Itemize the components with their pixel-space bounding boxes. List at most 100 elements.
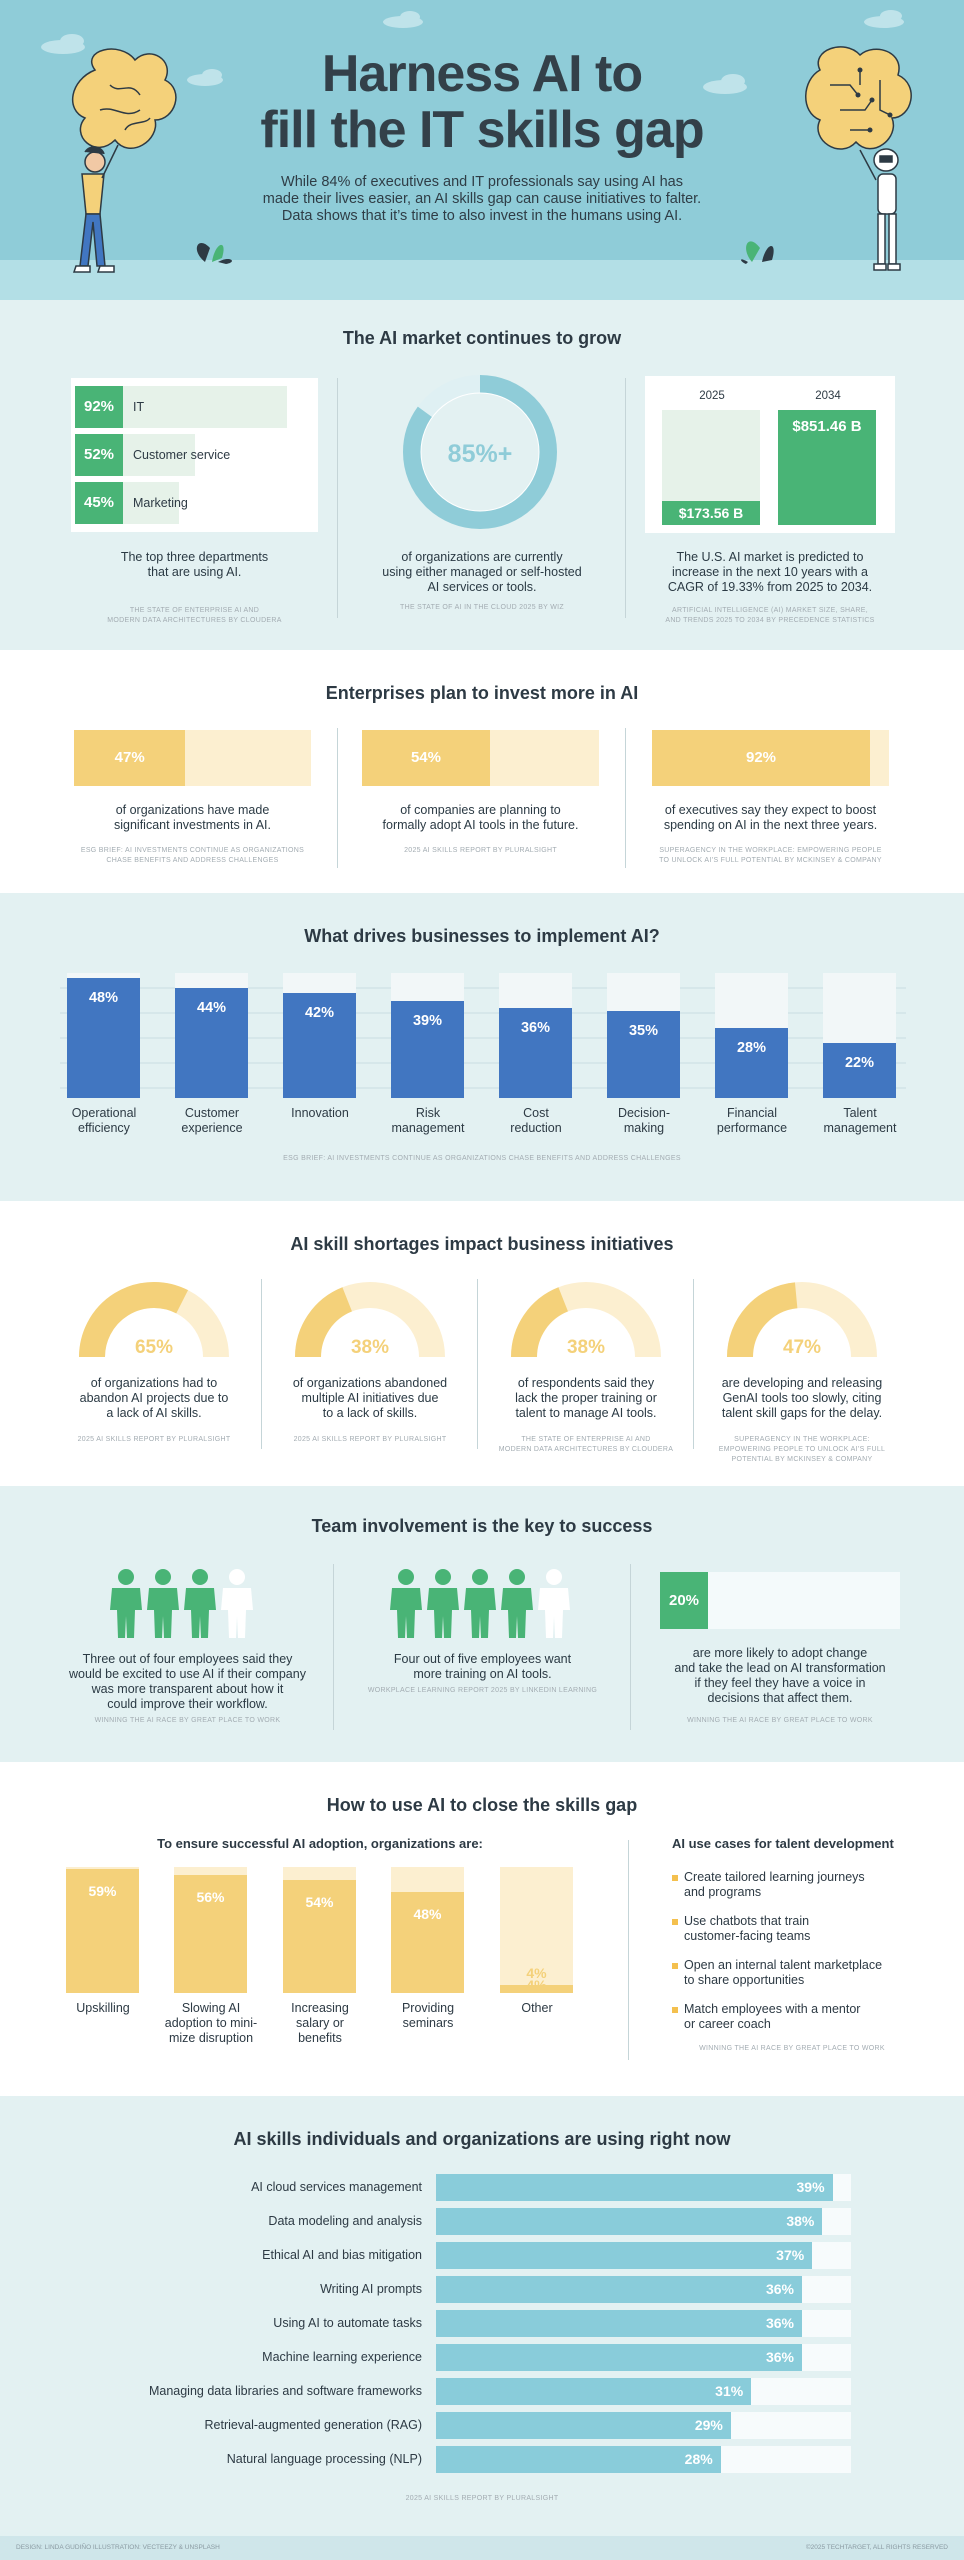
hero-header: Harness AI to fill the IT skills gap Whi… <box>0 0 964 300</box>
departments-card: 92% IT 52% Customer service 45% Marketing <box>71 378 318 532</box>
gauge-chart <box>79 1282 229 1358</box>
skill-label: Managing data libraries and software fra… <box>148 2384 422 2398</box>
usecase-item: Match employees with a mentor or career c… <box>672 2002 902 2032</box>
gauge-value: 65% <box>134 1337 174 1358</box>
chart-bar: 4% <box>500 1977 573 1993</box>
caption-line: of executives say they expect to boost <box>664 803 877 817</box>
label-line: Customer <box>184 1106 240 1120</box>
usecase-line: Create tailored learning journeys <box>684 1870 865 1884</box>
usecase-item: Open an internal talent marketplace to sh… <box>672 1958 902 1988</box>
skill-bar: 36% <box>436 2344 803 2371</box>
caption-line: The U.S. AI market is predicted to <box>676 550 864 564</box>
skill-bar: 36% <box>436 2276 803 2303</box>
caption-line: of organizations have made <box>115 803 270 817</box>
skill-label: Data modeling and analysis <box>268 2214 422 2228</box>
department-label: Customer service <box>133 448 231 462</box>
chart-category-label: Customer experience <box>167 1106 257 1136</box>
chart-bar: 56% <box>174 1875 247 1993</box>
donut-source: The state of AI in the cloud 2025 by Wiz <box>400 604 564 611</box>
usecase-item: Use chatbots that train customer-facing t… <box>672 1914 902 1944</box>
source-line: 2025 AI skills report by Pluralsight <box>293 1436 447 1443</box>
section-drivers: What drives businesses to implement AI? … <box>0 893 964 1201</box>
label-line: making <box>623 1121 665 1135</box>
page-title: Harness AI to fill the IT skills gap <box>0 46 964 158</box>
chart-column: 54% <box>283 1867 356 1993</box>
chart-column: 59% <box>66 1867 139 1993</box>
source-line: Superagency in the workplace: <box>734 1436 870 1443</box>
caption-line: of respondents said they <box>517 1376 655 1390</box>
gauge-fill <box>511 1287 569 1358</box>
bar-2034: $851.46 B <box>778 410 876 525</box>
caption-line: abandon AI projects due to <box>79 1391 229 1405</box>
gauge-value: 38% <box>350 1337 390 1358</box>
label-line: adoption to mini- <box>164 2016 258 2030</box>
invest-source: 2025 AI skills report by Pluralsight <box>344 846 617 856</box>
usecase-line: or career coach <box>684 2017 771 2031</box>
source-line: to unlock AI’s full potential by McKinse… <box>659 856 882 864</box>
skill-label: AI cloud services management <box>251 2180 422 2194</box>
adopt-subtitle: To ensure successful AI adoption, organi… <box>157 1836 483 1851</box>
section-howto: How to use AI to close the skills gap To… <box>0 1762 964 2096</box>
person-icon <box>147 1569 179 1638</box>
people-icon-group <box>110 1569 253 1638</box>
team-source-3: Winning the AI race by Great Place to Wo… <box>687 1717 873 1724</box>
skill-bar: 31% <box>436 2378 752 2405</box>
section-market: The AI market continues to grow 92% IT 52%… <box>0 300 964 650</box>
invest-bar: 47% <box>74 730 311 786</box>
skill-bar-track: 38% <box>436 2208 851 2235</box>
divider <box>625 728 626 868</box>
shortage-caption: of respondents said they lack the proper … <box>486 1376 686 1421</box>
caption-line: using either managed or self-hosted <box>382 565 582 579</box>
label-line: reduction <box>510 1121 562 1135</box>
chart-bar: 22% <box>823 1043 896 1098</box>
caption-line: CAGR of 19.33% from 2025 to 2034. <box>667 580 873 594</box>
chart-bar: 54% <box>283 1879 356 1993</box>
skill-label: Writing AI prompts <box>320 2282 422 2296</box>
team-caption-3: are more likely to adopt change and take… <box>650 1646 910 1706</box>
bar-value-label: 4% <box>526 1964 547 1981</box>
skill-bar-track: 36% <box>436 2310 851 2337</box>
caption-line: of companies are planning to <box>400 803 561 817</box>
usecase-title: AI use cases for talent development <box>672 1836 894 1851</box>
market-growth-card: 2025 2034 $173.56 B $851.46 B <box>645 376 895 533</box>
caption-line: was more transparent about how it <box>91 1682 284 1696</box>
section-title: Team involvement is the key to success <box>311 1516 653 1536</box>
chart-column: 48% <box>67 973 140 1098</box>
hero-strip <box>0 260 964 300</box>
label-line: experience <box>181 1121 243 1135</box>
shortage-caption: of organizations had to abandon AI projec… <box>54 1376 254 1421</box>
label-line: salary or <box>296 2016 344 2030</box>
hero-illustration <box>41 10 912 273</box>
skill-bar: 28% <box>436 2446 721 2473</box>
caption-line: formally adopt AI tools in the future. <box>382 818 579 832</box>
section-invest: Enterprises plan to invest more in AI 47… <box>0 650 964 893</box>
section-shortages: AI skill shortages impact business initi… <box>0 1201 964 1486</box>
label-line: performance <box>716 1121 788 1135</box>
divider <box>693 1279 694 1449</box>
caption-line: multiple AI initiatives due <box>301 1391 439 1405</box>
usecase-line: Match employees with a mentor <box>684 2002 861 2016</box>
voice-bar-track: 20% <box>660 1572 900 1629</box>
department-row: 52% Customer service <box>75 434 314 476</box>
chart-bar: 28% <box>715 1028 788 1098</box>
caption-line: more training on AI tools. <box>413 1667 552 1681</box>
invest-bar: 92% <box>652 730 889 786</box>
divider <box>625 378 626 618</box>
gauge-value: 38% <box>566 1337 606 1358</box>
source-line: ESG Brief: AI investments continue as or… <box>80 847 305 854</box>
chart-category-label: Financial performance <box>707 1106 797 1136</box>
bar-2025: $173.56 B <box>662 501 760 525</box>
department-row: 45% Marketing <box>75 482 314 524</box>
usecase-source: Winning the AI race by Great Place to Wo… <box>699 2045 885 2052</box>
section-title: AI skill shortages impact business initi… <box>290 1234 674 1254</box>
donut-value: 85%+ <box>448 440 513 468</box>
label-line: seminars <box>402 2016 454 2030</box>
invest-bar-fill: 92% <box>652 730 871 786</box>
divider <box>477 1279 478 1449</box>
person-icon <box>538 1569 570 1638</box>
label-line: Increasing <box>291 2001 349 2015</box>
invest-caption: of companies are planning to formally ado… <box>344 803 617 833</box>
caption-line: talent skill gaps for the delay. <box>721 1406 883 1420</box>
chart-column: 22% <box>823 973 896 1098</box>
person-icon <box>110 1569 142 1638</box>
